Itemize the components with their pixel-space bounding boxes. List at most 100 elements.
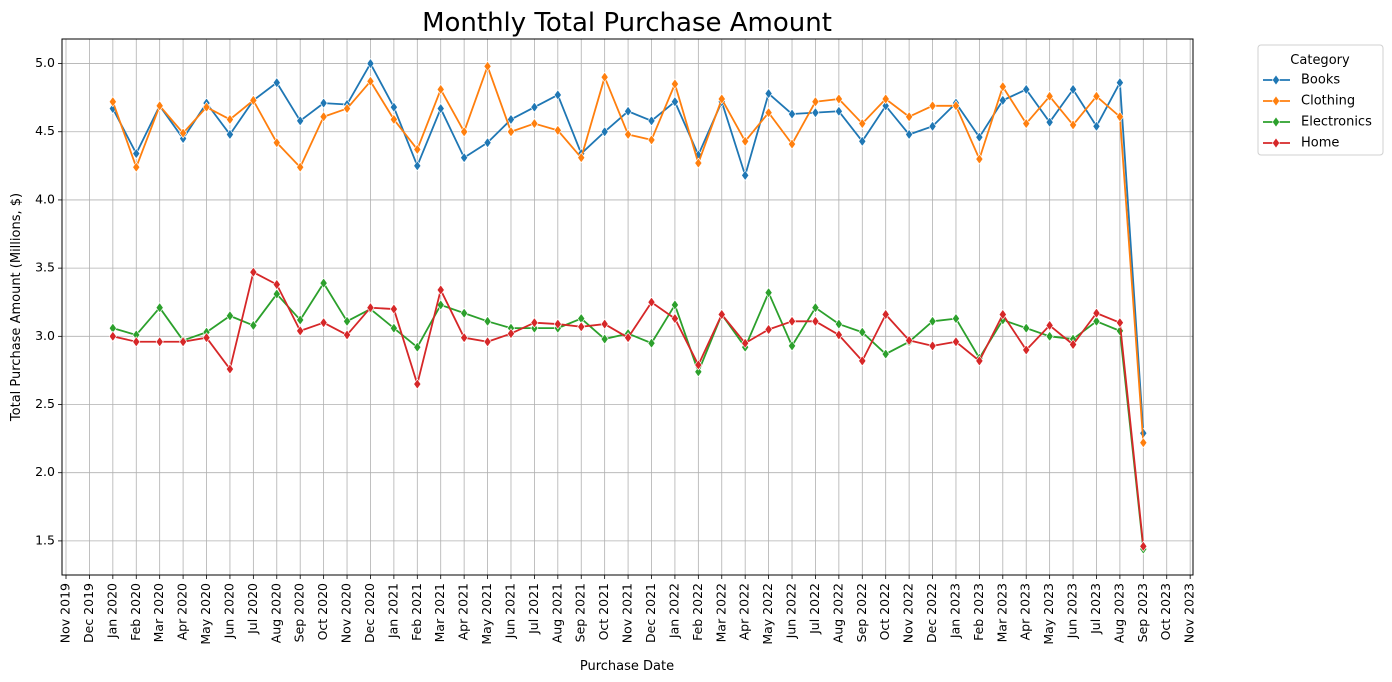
- data-point: [460, 126, 469, 138]
- data-point: [1045, 90, 1054, 102]
- y-tick-label: 1.5: [35, 532, 55, 547]
- data-point: [788, 138, 796, 150]
- data-point: [647, 337, 656, 349]
- data-point: [1092, 315, 1101, 327]
- x-tick-label: Mar 2021: [432, 583, 447, 642]
- data-point: [507, 113, 515, 125]
- data-point: [249, 319, 258, 331]
- data-point: [483, 137, 492, 149]
- legend-item-home: Home: [1263, 136, 1339, 151]
- x-tick-label: Nov 2023: [1182, 583, 1197, 643]
- data-point: [600, 71, 609, 83]
- data-point: [858, 355, 867, 367]
- x-tick-label: Jan 2023: [947, 583, 962, 639]
- data-point: [343, 103, 352, 115]
- data-point: [834, 93, 843, 105]
- data-point: [1115, 317, 1124, 329]
- data-point: [998, 81, 1007, 93]
- data-point: [436, 103, 445, 115]
- legend-marker: [1272, 74, 1280, 86]
- data-point: [881, 308, 890, 321]
- plot-frame: [61, 38, 1194, 576]
- x-tick-label: Sep 2022: [854, 583, 869, 642]
- x-tick-label: Aug 2022: [830, 583, 845, 643]
- data-point: [647, 115, 656, 127]
- data-point: [366, 302, 375, 314]
- x-tick-label: Jun 2022: [784, 583, 799, 639]
- data-point: [553, 124, 562, 136]
- data-point: [413, 160, 422, 172]
- data-point: [155, 100, 164, 112]
- data-point: [577, 152, 586, 164]
- data-point: [1092, 307, 1101, 319]
- data-point: [764, 107, 773, 119]
- series-books: [108, 58, 1148, 439]
- x-tick-label: Sep 2021: [573, 583, 588, 642]
- data-point: [905, 128, 914, 140]
- data-point: [600, 333, 609, 345]
- data-point: [811, 96, 820, 108]
- data-point: [436, 83, 445, 95]
- data-point: [132, 148, 141, 160]
- data-point: [975, 153, 984, 165]
- data-point: [343, 329, 352, 341]
- data-point: [108, 330, 117, 342]
- x-tick-label: Jan 2020: [104, 583, 119, 639]
- data-point: [366, 75, 375, 87]
- x-axis: Nov 2019 Dec 2019 Jan 2020 Feb 2020 Mar 2020…: [58, 575, 1197, 645]
- y-tick-label: 3.5: [35, 260, 55, 275]
- data-point: [272, 288, 281, 300]
- data-point: [1045, 116, 1054, 128]
- data-point: [834, 105, 843, 117]
- data-point: [951, 336, 960, 348]
- data-point: [225, 363, 234, 375]
- legend-item-books: Books: [1263, 73, 1340, 88]
- x-tick-label: Apr 2021: [456, 583, 471, 640]
- data-point: [905, 111, 914, 123]
- x-tick-label: Feb 2023: [971, 583, 986, 641]
- x-tick-label: Dec 2019: [81, 583, 96, 643]
- x-tick-label: May 2021: [479, 583, 494, 645]
- y-tick-label: 3.0: [35, 328, 55, 343]
- x-tick-label: Mar 2023: [994, 583, 1009, 642]
- x-tick-label: May 2023: [1041, 583, 1056, 645]
- data-point: [741, 337, 750, 349]
- data-point: [788, 108, 796, 120]
- legend-label: Electronics: [1301, 115, 1372, 130]
- data-point: [436, 284, 445, 296]
- data-point: [764, 323, 773, 336]
- data-point: [788, 340, 796, 352]
- data-point: [530, 101, 539, 113]
- x-tick-label: Feb 2022: [690, 583, 705, 641]
- data-point: [647, 134, 656, 146]
- data-point: [811, 302, 820, 314]
- chart-title: Monthly Total Purchase Amount: [422, 8, 832, 38]
- x-tick-label: Nov 2021: [620, 583, 635, 643]
- x-tick-label: Apr 2020: [175, 583, 190, 640]
- x-tick-label: Jun 2020: [221, 583, 236, 639]
- x-tick-label: Sep 2020: [292, 583, 307, 642]
- legend-marker: [1272, 137, 1280, 149]
- x-tick-label: Oct 2023: [1158, 583, 1173, 640]
- data-point: [225, 310, 234, 322]
- x-tick-label: Feb 2020: [128, 583, 143, 641]
- data-point: [717, 93, 726, 105]
- data-point: [694, 157, 703, 169]
- x-tick-label: Nov 2019: [58, 583, 73, 643]
- data-point: [600, 126, 609, 138]
- data-point: [296, 161, 305, 173]
- x-tick-label: Aug 2023: [1111, 583, 1126, 643]
- data-point: [600, 318, 609, 330]
- data-point: [624, 332, 633, 344]
- data-point: [1022, 118, 1031, 130]
- data-point: [296, 115, 305, 127]
- data-point: [998, 308, 1007, 321]
- data-point: [319, 277, 328, 289]
- data-point: [389, 113, 398, 125]
- x-tick-label: Sep 2023: [1135, 583, 1150, 642]
- data-point: [1045, 330, 1054, 342]
- data-point: [834, 318, 843, 330]
- data-point: [249, 94, 258, 106]
- data-point: [1115, 77, 1124, 89]
- data-point: [624, 105, 633, 117]
